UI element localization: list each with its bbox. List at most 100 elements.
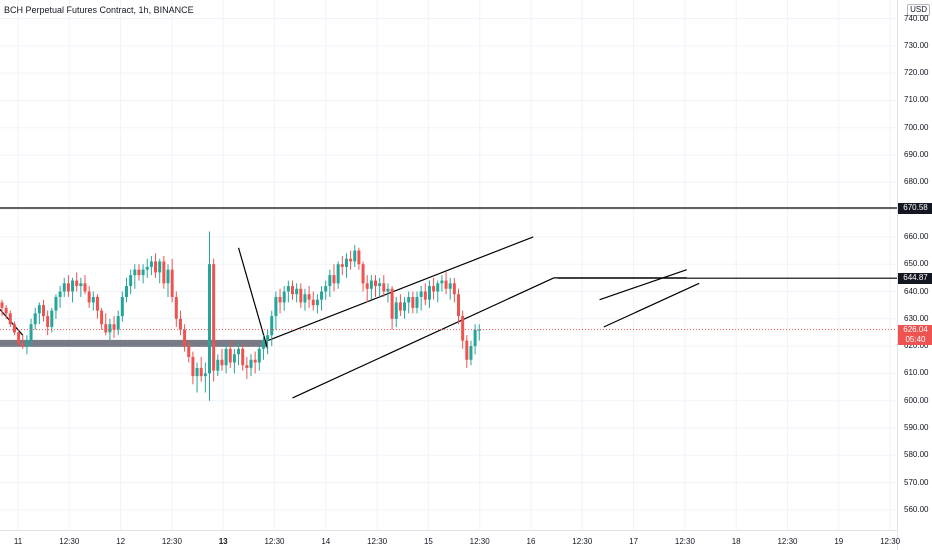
bearish-candle xyxy=(461,316,465,341)
bullish-candle xyxy=(394,302,398,319)
trendline xyxy=(267,236,534,342)
bullish-candle xyxy=(436,283,440,292)
price-tick-label: 640.00 xyxy=(904,286,929,296)
bearish-candle xyxy=(374,280,377,287)
time-tick-label: 12:30 xyxy=(59,537,80,546)
bearish-candle xyxy=(241,348,245,366)
bullish-candle xyxy=(403,302,407,311)
time-tick-label: 18 xyxy=(731,537,741,546)
bearish-candle xyxy=(278,296,282,303)
price-axis[interactable]: USD 740.00 730.00 720.00 710.00 700.00 690.00… xyxy=(897,0,932,550)
bullish-candle xyxy=(79,283,83,287)
time-tick-label: 13 xyxy=(218,537,228,546)
bearish-candle xyxy=(4,307,8,314)
bearish-candle xyxy=(66,283,70,292)
bullish-candle xyxy=(369,280,373,289)
bullish-candle xyxy=(224,348,228,366)
bullish-candle xyxy=(324,286,328,292)
price-tick-label: 560.00 xyxy=(904,504,929,514)
price-tick-label: 700.00 xyxy=(904,122,929,132)
bearish-candle xyxy=(457,294,460,317)
price-tick-label: 680.00 xyxy=(904,177,929,187)
time-tick-label: 15 xyxy=(423,537,433,546)
price-tick-label: 730.00 xyxy=(904,40,929,50)
bullish-candle xyxy=(286,286,290,292)
bearish-candle xyxy=(75,280,79,287)
bullish-candle xyxy=(54,296,58,311)
time-tick-label: 12:30 xyxy=(264,537,285,546)
bearish-candle xyxy=(340,264,344,267)
bearish-candle xyxy=(100,310,104,325)
bearish-candle xyxy=(46,316,50,327)
bearish-candle xyxy=(137,269,141,276)
bullish-candle xyxy=(328,275,332,287)
price-tick-label: 610.00 xyxy=(904,368,929,378)
time-tick-label: 11 xyxy=(13,537,23,546)
bullish-candle xyxy=(440,280,444,284)
bearish-candle xyxy=(104,324,108,333)
bullish-candle xyxy=(274,296,278,317)
price-tick-label: 650.00 xyxy=(904,259,929,269)
bearish-candle xyxy=(0,302,4,308)
bearish-candle xyxy=(411,296,415,308)
bullish-candle xyxy=(261,340,265,349)
current-price-label: 626.04 05:40 xyxy=(898,324,932,345)
time-axis[interactable]: 11 12:30 12 12:30 13 12:30 14 12:30 15 12:30 16 12:… xyxy=(0,530,900,550)
bullish-candle xyxy=(232,354,236,363)
price-tick-label: 570.00 xyxy=(904,477,929,487)
bearish-candle xyxy=(162,261,166,284)
price-tick-label: 660.00 xyxy=(904,231,929,241)
price-tick-label: 620.00 xyxy=(904,341,929,351)
bullish-candle xyxy=(62,283,66,292)
bearish-candle xyxy=(8,313,12,325)
time-tick-label: 12:30 xyxy=(674,537,695,546)
bearish-candle xyxy=(174,296,178,319)
bullish-candle xyxy=(270,316,274,336)
bullish-candle xyxy=(91,296,95,303)
bearish-candle xyxy=(183,329,187,347)
bullish-candle xyxy=(266,335,270,341)
bullish-candle xyxy=(129,275,133,287)
bullish-candle xyxy=(386,288,390,292)
bearish-candle xyxy=(465,340,469,360)
bearish-candle xyxy=(365,283,369,289)
bearish-candle xyxy=(423,291,427,300)
bearish-candle xyxy=(212,264,216,371)
bullish-candle xyxy=(237,348,241,355)
bullish-candle xyxy=(295,288,299,295)
bearish-candle xyxy=(87,291,91,303)
price-tick-label: 690.00 xyxy=(904,150,929,159)
bullish-candle xyxy=(195,367,199,377)
time-tick-label: 12 xyxy=(116,537,126,546)
bearish-candle xyxy=(382,283,386,292)
chart-area[interactable]: BCH Perpetual Futures Contract, 1h, BINA… xyxy=(0,0,897,530)
currency-badge[interactable]: USD xyxy=(907,4,930,16)
bearish-candle xyxy=(307,294,311,300)
trendline xyxy=(599,269,687,301)
bearish-candle xyxy=(83,283,87,292)
bearish-candle xyxy=(311,299,315,306)
trendline xyxy=(237,247,269,349)
price-tick-label: 740.00 xyxy=(904,13,929,23)
bullish-candle xyxy=(257,348,261,363)
bearish-candle xyxy=(170,269,174,297)
bullish-candle xyxy=(37,305,41,314)
bullish-candle xyxy=(208,264,211,374)
bearish-candle xyxy=(112,324,116,330)
bearish-candle xyxy=(42,305,45,317)
trendline xyxy=(603,282,700,328)
candlestick-chart[interactable] xyxy=(0,0,897,530)
bullish-candle xyxy=(120,296,124,317)
time-tick-label: 19 xyxy=(834,537,844,546)
bearish-candle xyxy=(228,348,232,363)
bullish-candle xyxy=(50,310,54,327)
price-tick-label: 580.00 xyxy=(904,450,929,460)
candles xyxy=(0,231,481,401)
bullish-candle xyxy=(415,296,419,308)
bullish-candle xyxy=(158,261,162,273)
price-tick-label: 600.00 xyxy=(904,395,929,405)
bearish-candle xyxy=(349,258,353,262)
bullish-candle xyxy=(473,329,477,347)
time-tick-label: 12:30 xyxy=(777,537,798,546)
bearish-candle xyxy=(178,318,182,330)
